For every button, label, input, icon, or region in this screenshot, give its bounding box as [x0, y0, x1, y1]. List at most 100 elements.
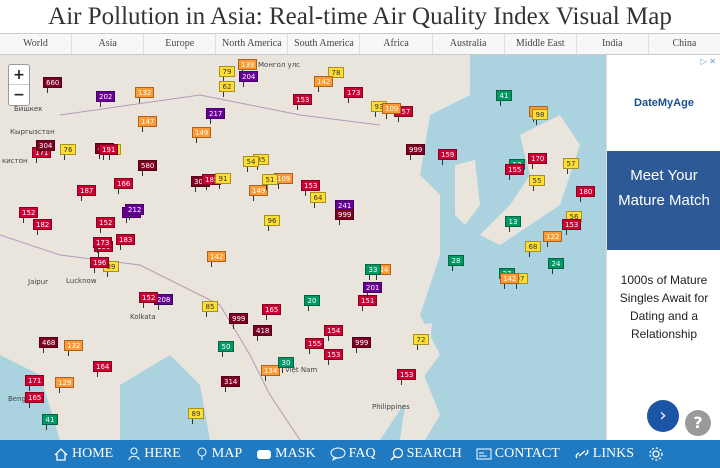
aqi-marker[interactable]: 418 [253, 325, 273, 341]
aqi-marker[interactable]: 304 [36, 140, 56, 156]
aqi-marker[interactable]: 201 [363, 282, 383, 298]
aqi-marker[interactable]: 149 [249, 185, 269, 201]
nav-home[interactable]: HOME [53, 446, 113, 462]
nav-links[interactable]: LINKS [574, 446, 634, 462]
aqi-marker[interactable]: 999 [229, 313, 249, 329]
tab-europe[interactable]: Europe [143, 34, 215, 54]
aqi-marker[interactable]: 164 [93, 361, 113, 377]
advertisement[interactable]: ▷ ✕ DateMyAge Meet Your Mature Match 100… [606, 55, 720, 440]
aqi-marker[interactable]: 314 [221, 376, 241, 392]
aqi-marker[interactable]: 165 [25, 392, 45, 408]
aqi-marker[interactable]: 153 [301, 180, 321, 196]
aqi-marker[interactable]: 129 [55, 377, 75, 393]
nav-map[interactable]: MAP [195, 446, 242, 462]
aqi-marker[interactable]: 217 [206, 108, 226, 124]
aqi-marker[interactable]: 152 [96, 217, 116, 233]
aqi-marker[interactable]: 96 [264, 215, 280, 231]
aqi-marker[interactable]: 109 [382, 103, 402, 119]
aqi-marker[interactable]: 142 [314, 76, 334, 92]
aqi-marker[interactable]: 153 [397, 369, 417, 385]
aqi-marker[interactable]: 51 [262, 174, 278, 190]
aqi-marker[interactable]: 580 [138, 160, 158, 176]
aqi-marker[interactable]: 153 [562, 219, 582, 235]
aqi-marker[interactable]: 30 [278, 357, 294, 373]
aqi-marker[interactable]: 33 [365, 264, 381, 280]
aqi-marker[interactable]: 155 [505, 164, 525, 180]
ad-next-button[interactable]: › [647, 400, 679, 432]
aqi-marker[interactable]: 142 [500, 273, 520, 289]
aqi-marker[interactable]: 154 [324, 325, 344, 341]
aqi-marker[interactable]: 166 [114, 178, 134, 194]
tab-middle-east[interactable]: Middle East [503, 34, 576, 54]
nav-faq[interactable]: FAQ [330, 446, 376, 462]
aqi-marker[interactable]: 24 [548, 258, 564, 274]
aqi-map[interactable]: Монгол улс Бишкек Кыргызстан кистон Jaip… [0, 55, 606, 440]
aqi-marker[interactable]: 79 [219, 66, 235, 82]
ad-choices-icon[interactable]: ▷ ✕ [700, 57, 716, 66]
tab-asia[interactable]: Asia [71, 34, 143, 54]
tab-india[interactable]: India [575, 34, 648, 54]
aqi-marker[interactable]: 182 [33, 219, 53, 235]
aqi-marker[interactable]: 132 [64, 340, 84, 356]
aqi-marker[interactable]: 91 [215, 173, 231, 189]
aqi-marker[interactable]: 180 [576, 186, 596, 202]
aqi-marker[interactable]: 62 [219, 81, 235, 97]
ad-headline[interactable]: Meet Your Mature Match [607, 151, 720, 250]
aqi-marker[interactable]: 132 [135, 87, 155, 103]
aqi-marker[interactable]: 999 [406, 144, 426, 160]
aqi-marker[interactable]: 152 [19, 207, 39, 223]
aqi-marker[interactable]: 660 [43, 77, 63, 93]
aqi-marker[interactable]: 204 [239, 71, 259, 87]
nav-here[interactable]: HERE [127, 446, 181, 462]
aqi-marker[interactable]: 28 [448, 255, 464, 271]
aqi-marker[interactable]: 76 [60, 144, 76, 160]
zoom-out-button[interactable]: − [13, 87, 25, 103]
help-button[interactable]: ? [685, 410, 711, 436]
aqi-marker[interactable]: 98 [532, 109, 548, 125]
aqi-marker[interactable]: 89 [188, 408, 204, 424]
aqi-marker[interactable]: 85 [202, 301, 218, 317]
aqi-marker[interactable]: 68 [525, 241, 541, 257]
aqi-marker[interactable]: 149 [192, 127, 212, 143]
aqi-marker[interactable]: 50 [218, 341, 234, 357]
tab-north-america[interactable]: North America [215, 34, 287, 54]
nav-contact[interactable]: CONTACT [476, 446, 560, 462]
aqi-marker[interactable]: 212 [125, 204, 145, 220]
aqi-marker[interactable]: 134 [261, 365, 281, 381]
aqi-marker[interactable]: 152 [139, 292, 159, 308]
aqi-marker[interactable]: 187 [77, 185, 97, 201]
aqi-marker[interactable]: 122 [543, 231, 563, 247]
tab-australia[interactable]: Australia [431, 34, 504, 54]
zoom-in-button[interactable]: + [9, 65, 29, 85]
aqi-marker[interactable]: 54 [243, 156, 259, 172]
aqi-marker[interactable]: 170 [528, 153, 548, 169]
aqi-marker[interactable]: 196 [90, 257, 110, 273]
aqi-marker[interactable]: 153 [293, 94, 313, 110]
aqi-marker[interactable]: 57 [563, 158, 579, 174]
nav-search[interactable]: SEARCH [390, 446, 462, 462]
aqi-marker[interactable]: 999 [335, 209, 355, 225]
aqi-marker[interactable]: 155 [305, 338, 325, 354]
aqi-marker[interactable]: 159 [438, 149, 458, 165]
aqi-marker[interactable]: 191 [99, 144, 119, 160]
nav-settings[interactable] [648, 446, 667, 462]
aqi-marker[interactable]: 999 [352, 337, 372, 353]
aqi-marker[interactable]: 165 [262, 304, 282, 320]
aqi-marker[interactable]: 173 [93, 237, 113, 253]
aqi-marker[interactable]: 13 [505, 216, 521, 232]
tab-south-america[interactable]: South America [287, 34, 359, 54]
aqi-marker[interactable]: 20 [304, 295, 320, 311]
aqi-marker[interactable]: 147 [138, 116, 158, 132]
aqi-marker[interactable]: 41 [496, 90, 512, 106]
aqi-marker[interactable]: 468 [39, 337, 59, 353]
aqi-marker[interactable]: 72 [413, 334, 429, 350]
aqi-marker[interactable]: 153 [324, 349, 344, 365]
nav-mask[interactable]: MASK [256, 446, 316, 462]
aqi-marker[interactable]: 202 [96, 91, 116, 107]
aqi-marker[interactable]: 171 [25, 375, 45, 391]
aqi-marker[interactable]: 142 [207, 251, 227, 267]
aqi-marker[interactable]: 55 [529, 175, 545, 191]
tab-china[interactable]: China [647, 34, 720, 54]
aqi-marker[interactable]: 139 [238, 59, 258, 75]
tab-world[interactable]: World [23, 38, 48, 49]
